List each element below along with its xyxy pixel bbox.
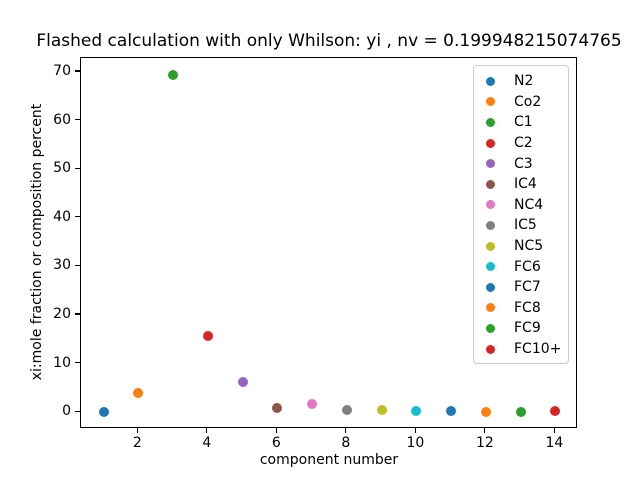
y-tick-label: 30	[53, 257, 71, 274]
legend-marker-icon	[486, 179, 495, 189]
legend-label: FC6	[514, 258, 541, 275]
scatter-point-FC7	[446, 406, 457, 417]
legend-marker-icon	[486, 97, 495, 107]
x-tick-label: 8	[341, 435, 351, 451]
scatter-point-IC4	[272, 403, 283, 414]
y-tick-label: 0	[62, 403, 71, 420]
scatter-point-FC10+	[550, 406, 561, 417]
legend-row-FC8: FC8	[474, 298, 568, 319]
x-tick-mark	[484, 428, 486, 433]
scatter-point-FC6	[411, 405, 422, 416]
legend-label: FC10+	[514, 341, 562, 358]
scatter-point-C2	[202, 330, 213, 341]
legend-row-C2: C2	[474, 133, 568, 154]
legend-label: FC9	[514, 320, 541, 337]
y-tick-mark	[75, 70, 80, 72]
y-axis-label: xi:mole fraction or composition percent	[29, 103, 45, 381]
y-tick-mark	[75, 313, 80, 315]
x-tick-label: 10	[406, 435, 425, 451]
legend-marker-icon	[486, 303, 495, 313]
x-tick-mark	[345, 428, 347, 433]
legend-marker-icon	[486, 117, 495, 127]
legend-marker-icon	[486, 344, 495, 354]
y-tick-label: 20	[53, 305, 71, 322]
legend-label: FC8	[514, 299, 541, 316]
scatter-point-FC9	[515, 406, 526, 417]
legend-row-FC9: FC9	[474, 318, 568, 339]
legend-label: C2	[514, 135, 533, 152]
legend-marker-icon	[486, 200, 495, 210]
scatter-point-Co2	[133, 388, 144, 399]
legend-marker-icon	[486, 220, 495, 230]
x-tick-label: 6	[271, 435, 281, 451]
legend-label: NC5	[514, 238, 544, 255]
legend-marker-icon	[486, 262, 495, 272]
y-tick-mark	[75, 264, 80, 266]
legend-label: IC5	[514, 217, 537, 234]
x-tick-label: 4	[202, 435, 212, 451]
legend-marker-icon	[486, 323, 495, 333]
legend-marker-icon	[486, 241, 495, 251]
legend-label: NC4	[514, 196, 544, 213]
chart-title: Flashed calculation with only Whilson: y…	[36, 31, 622, 51]
legend-row-C3: C3	[474, 153, 568, 174]
legend-row-FC10+: FC10+	[474, 339, 568, 360]
x-tick-mark	[553, 428, 555, 433]
legend-row-FC6: FC6	[474, 256, 568, 277]
legend-marker-icon	[486, 282, 495, 292]
x-tick-mark	[414, 428, 416, 433]
x-tick-label: 14	[545, 435, 564, 451]
y-tick-mark	[75, 216, 80, 218]
scatter-point-N2	[98, 407, 109, 418]
x-tick-label: 12	[475, 435, 494, 451]
legend-label: Co2	[514, 93, 542, 110]
y-tick-label: 70	[53, 62, 71, 79]
y-tick-mark	[75, 167, 80, 169]
legend: N2 Co2 C1 C2 C3 IC4 NC4 IC5 NC5 FC6 FC7 FC8 FC9 FC10+	[473, 65, 569, 365]
legend-row-FC7: FC7	[474, 277, 568, 298]
scatter-point-C1	[168, 69, 179, 80]
y-tick-label: 40	[53, 208, 71, 225]
legend-marker-icon	[486, 138, 495, 148]
y-tick-mark	[75, 410, 80, 412]
scatter-point-FC8	[480, 406, 491, 417]
x-tick-mark	[206, 428, 208, 433]
legend-row-C1: C1	[474, 112, 568, 133]
legend-label: C1	[514, 114, 533, 131]
legend-row-IC5: IC5	[474, 215, 568, 236]
x-axis-label: component number	[259, 452, 399, 468]
y-tick-mark	[75, 118, 80, 121]
legend-row-N2: N2	[474, 71, 568, 92]
x-tick-label: 2	[132, 435, 142, 451]
legend-label: IC4	[514, 176, 537, 193]
scatter-point-NC5	[376, 405, 387, 416]
x-tick-mark	[275, 428, 277, 433]
y-tick-label: 60	[53, 111, 71, 128]
scatter-point-IC5	[341, 404, 352, 415]
y-tick-label: 10	[53, 354, 71, 371]
y-tick-label: 50	[53, 160, 71, 177]
legend-label: FC7	[514, 279, 541, 296]
legend-row-NC4: NC4	[474, 195, 568, 216]
legend-marker-icon	[486, 159, 495, 169]
scatter-point-NC4	[307, 399, 318, 410]
legend-row-Co2: Co2	[474, 92, 568, 113]
legend-label: N2	[514, 73, 534, 90]
legend-label: C3	[514, 155, 533, 172]
y-tick-mark	[75, 361, 80, 364]
legend-row-IC4: IC4	[474, 174, 568, 195]
legend-row-NC5: NC5	[474, 236, 568, 257]
x-tick-mark	[136, 428, 138, 433]
legend-marker-icon	[486, 76, 495, 86]
scatter-point-C3	[237, 377, 248, 387]
